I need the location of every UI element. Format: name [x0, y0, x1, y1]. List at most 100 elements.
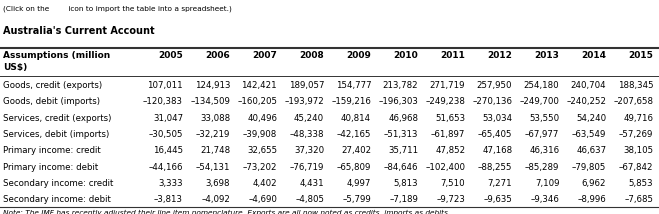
Text: 2012: 2012	[488, 51, 512, 60]
Text: 7,271: 7,271	[488, 179, 512, 188]
Text: –196,303: –196,303	[378, 97, 418, 106]
Text: 40,814: 40,814	[341, 114, 371, 123]
Text: 2008: 2008	[299, 51, 324, 60]
Text: 2010: 2010	[393, 51, 418, 60]
Text: –4,690: –4,690	[248, 195, 277, 204]
Text: –54,131: –54,131	[196, 163, 230, 172]
Text: 188,345: 188,345	[617, 81, 653, 90]
Text: 7,510: 7,510	[441, 179, 465, 188]
Text: –120,383: –120,383	[143, 97, 183, 106]
Text: –4,805: –4,805	[295, 195, 324, 204]
Text: –4,092: –4,092	[201, 195, 230, 204]
Text: 21,748: 21,748	[200, 146, 230, 155]
Text: 3,698: 3,698	[206, 179, 230, 188]
Text: –9,635: –9,635	[484, 195, 512, 204]
Text: Australia's Current Account: Australia's Current Account	[3, 25, 155, 36]
Text: 124,913: 124,913	[194, 81, 230, 90]
Text: Secondary income: debit: Secondary income: debit	[3, 195, 111, 204]
Text: 189,057: 189,057	[289, 81, 324, 90]
Text: 7,109: 7,109	[535, 179, 559, 188]
Text: 5,853: 5,853	[629, 179, 653, 188]
Text: –7,189: –7,189	[389, 195, 418, 204]
Text: –67,842: –67,842	[619, 163, 653, 172]
Text: 142,421: 142,421	[241, 81, 277, 90]
Text: US$): US$)	[3, 63, 28, 72]
Text: 33,088: 33,088	[200, 114, 230, 123]
Text: –85,289: –85,289	[525, 163, 559, 172]
Text: 4,431: 4,431	[300, 179, 324, 188]
Text: –30,505: –30,505	[148, 130, 183, 139]
Text: 240,704: 240,704	[571, 81, 606, 90]
Text: 271,719: 271,719	[430, 81, 465, 90]
Text: 46,637: 46,637	[576, 146, 606, 155]
Text: –48,338: –48,338	[290, 130, 324, 139]
Text: –65,405: –65,405	[478, 130, 512, 139]
Text: (Click on the        icon to import the table into a spreadsheet.): (Click on the icon to import the table i…	[3, 5, 232, 12]
Text: Services, credit (exports): Services, credit (exports)	[3, 114, 111, 123]
Text: –8,996: –8,996	[577, 195, 606, 204]
Text: 2006: 2006	[206, 51, 230, 60]
Text: 3,333: 3,333	[158, 179, 183, 188]
Text: 27,402: 27,402	[341, 146, 371, 155]
Text: –44,166: –44,166	[148, 163, 183, 172]
Text: 2015: 2015	[629, 51, 653, 60]
Text: –249,238: –249,238	[425, 97, 465, 106]
Text: 2007: 2007	[252, 51, 277, 60]
Text: 53,550: 53,550	[529, 114, 559, 123]
Text: 2014: 2014	[581, 51, 606, 60]
Text: 51,653: 51,653	[435, 114, 465, 123]
Text: 47,852: 47,852	[435, 146, 465, 155]
Text: 35,711: 35,711	[388, 146, 418, 155]
Text: 213,782: 213,782	[383, 81, 418, 90]
Text: –39,908: –39,908	[243, 130, 277, 139]
Text: –88,255: –88,255	[478, 163, 512, 172]
Text: 37,320: 37,320	[294, 146, 324, 155]
Text: –270,136: –270,136	[473, 97, 512, 106]
Text: Assumptions (million: Assumptions (million	[3, 51, 111, 60]
Text: –84,646: –84,646	[384, 163, 418, 172]
Text: –102,400: –102,400	[425, 163, 465, 172]
Text: 53,034: 53,034	[482, 114, 512, 123]
Text: 31,047: 31,047	[153, 114, 183, 123]
Text: –9,346: –9,346	[530, 195, 559, 204]
Text: –5,799: –5,799	[343, 195, 371, 204]
Text: 46,968: 46,968	[388, 114, 418, 123]
Text: –42,165: –42,165	[337, 130, 371, 139]
Text: –51,313: –51,313	[384, 130, 418, 139]
Text: –160,205: –160,205	[237, 97, 277, 106]
Text: 16,445: 16,445	[153, 146, 183, 155]
Text: –9,723: –9,723	[436, 195, 465, 204]
Text: 2005: 2005	[158, 51, 183, 60]
Text: –193,972: –193,972	[285, 97, 324, 106]
Text: –63,549: –63,549	[572, 130, 606, 139]
Text: 107,011: 107,011	[148, 81, 183, 90]
Text: 40,496: 40,496	[247, 114, 277, 123]
Text: Goods, credit (exports): Goods, credit (exports)	[3, 81, 102, 90]
Text: –76,719: –76,719	[290, 163, 324, 172]
Text: –73,202: –73,202	[243, 163, 277, 172]
Text: Primary income: credit: Primary income: credit	[3, 146, 101, 155]
Text: –159,216: –159,216	[331, 97, 371, 106]
Text: –134,509: –134,509	[190, 97, 230, 106]
Text: 45,240: 45,240	[294, 114, 324, 123]
Text: 6,962: 6,962	[582, 179, 606, 188]
Text: 254,180: 254,180	[524, 81, 559, 90]
Text: –249,700: –249,700	[519, 97, 559, 106]
Text: 5,813: 5,813	[393, 179, 418, 188]
Text: –61,897: –61,897	[431, 130, 465, 139]
Text: 2011: 2011	[440, 51, 465, 60]
Text: 32,655: 32,655	[247, 146, 277, 155]
Text: Note: The IMF has recently adjusted their line item nomenclature. Exports are al: Note: The IMF has recently adjusted thei…	[3, 210, 451, 214]
Text: –67,977: –67,977	[525, 130, 559, 139]
Text: Services, debit (imports): Services, debit (imports)	[3, 130, 109, 139]
Text: 2009: 2009	[347, 51, 371, 60]
Text: –57,269: –57,269	[619, 130, 653, 139]
Text: 154,777: 154,777	[335, 81, 371, 90]
Text: Goods, debit (imports): Goods, debit (imports)	[3, 97, 100, 106]
Text: 54,240: 54,240	[576, 114, 606, 123]
Text: 4,402: 4,402	[252, 179, 277, 188]
Text: 38,105: 38,105	[623, 146, 653, 155]
Text: –65,809: –65,809	[337, 163, 371, 172]
Text: –7,685: –7,685	[624, 195, 653, 204]
Text: 49,716: 49,716	[623, 114, 653, 123]
